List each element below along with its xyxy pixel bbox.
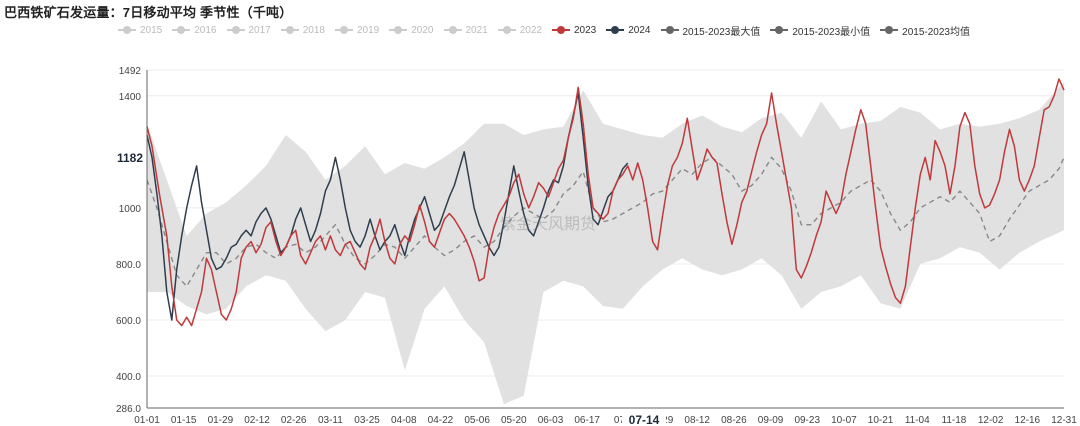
- x-tick-label: 11-04: [905, 415, 930, 426]
- legend-swatch-icon: [606, 25, 625, 35]
- legend-swatch-icon: [226, 25, 245, 35]
- x-tick-label: 08-26: [721, 415, 747, 426]
- x-tick-label: 11-18: [942, 415, 967, 426]
- x-tick-label: 01-29: [208, 415, 234, 426]
- legend-item-2015-2023均值[interactable]: 2015-2023均值: [880, 23, 970, 38]
- legend-label: 2016: [194, 24, 217, 36]
- x-tick-label: 02-12: [244, 415, 270, 426]
- x-tick-label: 04-08: [391, 415, 417, 426]
- x-tick-label: 03-25: [354, 415, 380, 426]
- legend-label: 2021: [465, 24, 488, 36]
- legend-item-2015-2023最小值[interactable]: 2015-2023最小值: [770, 23, 870, 38]
- x-tick-label: 12-16: [1015, 415, 1041, 426]
- legend-label: 2022: [519, 24, 542, 36]
- legend-label: 2017: [248, 24, 271, 36]
- minmax-band: [147, 81, 1064, 405]
- legend-item-2021[interactable]: 2021: [443, 24, 488, 36]
- legend-swatch-icon: [389, 25, 408, 35]
- x-tick-label: 02-26: [281, 415, 307, 426]
- legend-swatch-icon: [280, 25, 299, 35]
- x-tick-label: 12-31: [1051, 415, 1077, 426]
- y-tick-label: 1492: [119, 66, 142, 77]
- legend-item-2018[interactable]: 2018: [280, 24, 325, 36]
- x-tick-label: 08-12: [684, 415, 710, 426]
- legend-swatch-icon: [770, 25, 789, 35]
- legend-swatch-icon: [443, 25, 462, 35]
- x-tick-label: 03-11: [318, 415, 343, 426]
- x-tick-label: 04-22: [428, 415, 454, 426]
- x-tick-label: 01-15: [171, 415, 197, 426]
- x-tick-label: 09-09: [758, 415, 784, 426]
- legend-item-2023[interactable]: 2023: [552, 25, 596, 36]
- legend-swatch-icon: [118, 25, 136, 35]
- series-line-2023: [146, 78, 1065, 327]
- x-tick-label: 05-06: [464, 415, 490, 426]
- legend-label: 2019: [357, 24, 380, 36]
- y-tick-label: 600.0: [116, 316, 141, 327]
- legend-item-2015-2023最大值[interactable]: 2015-2023最大值: [660, 23, 761, 38]
- x-tick-label: 10-07: [831, 415, 857, 426]
- legend-swatch-icon: [552, 25, 570, 35]
- series-line-2015-2023均值: [146, 156, 1065, 288]
- legend-item-2017[interactable]: 2017: [226, 24, 271, 36]
- series-layer: [146, 78, 1065, 327]
- legend-item-2024[interactable]: 2024: [606, 24, 651, 36]
- x-tick-label: 06-03: [538, 415, 564, 426]
- x-tick-label: 10-21: [868, 415, 894, 426]
- legend-item-2022[interactable]: 2022: [497, 24, 542, 36]
- y-tick-label: 800.0: [116, 260, 141, 271]
- legend-item-2015[interactable]: 2015: [118, 25, 162, 36]
- legend-swatch-icon: [335, 25, 353, 35]
- y-tick-label: 286.0: [116, 404, 141, 415]
- legend-item-2019[interactable]: 2019: [335, 25, 379, 36]
- legend-label: 2024: [628, 24, 651, 36]
- legend-swatch-icon: [172, 25, 191, 35]
- legend-item-2016[interactable]: 2016: [172, 24, 217, 36]
- x-tick-label: 06-17: [574, 415, 600, 426]
- x-pointer-bg: [622, 411, 667, 426]
- y-tick-label: 1400: [119, 92, 142, 103]
- y-pointer-label: 1182: [117, 151, 143, 165]
- x-tick-label: 01-01: [134, 415, 160, 426]
- legend-label: 2015-2023最大值: [682, 26, 761, 38]
- legend-label: 2018: [302, 24, 325, 36]
- y-tick-label: 400.0: [116, 372, 141, 383]
- legend-label: 2015: [140, 24, 163, 36]
- y-tick-label: 1000: [119, 204, 142, 215]
- legend-swatch-icon: [660, 25, 679, 35]
- legend-item-2020[interactable]: 2020: [389, 24, 434, 36]
- legend-label: 2023: [574, 24, 597, 36]
- x-tick-label: 12-02: [978, 415, 1004, 426]
- legend-swatch-icon: [497, 25, 516, 35]
- legend-label: 2020: [411, 24, 434, 36]
- band-layer: [147, 81, 1064, 405]
- legend-label: 2015-2023最小值: [792, 26, 871, 38]
- x-tick-label: 09-23: [794, 415, 820, 426]
- x-tick-label: 05-20: [501, 415, 527, 426]
- chart-title: 巴西铁矿石发运量：7日移动平均 季节性（千吨）: [4, 5, 293, 20]
- legend-label: 2015-2023均值: [902, 26, 970, 38]
- legend-swatch-icon: [880, 25, 899, 35]
- legend: 2015 2016 2017 2018 2019 2020 2021 2022 2023 2024…: [118, 22, 980, 38]
- x-pointer-label: 07-14: [629, 413, 660, 426]
- axis-layer: 1492 1400 1000 800.0 600.0 400.0 286.0 1182 01-0…: [116, 66, 1077, 426]
